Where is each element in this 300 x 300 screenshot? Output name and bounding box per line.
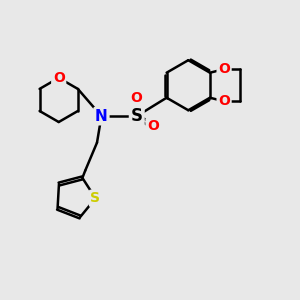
Text: O: O	[218, 94, 230, 108]
Text: S: S	[131, 107, 143, 125]
Text: S: S	[91, 191, 100, 205]
Text: N: N	[95, 109, 108, 124]
Text: O: O	[130, 91, 142, 105]
Text: O: O	[147, 119, 159, 134]
Text: O: O	[53, 71, 65, 85]
Text: O: O	[218, 62, 230, 76]
